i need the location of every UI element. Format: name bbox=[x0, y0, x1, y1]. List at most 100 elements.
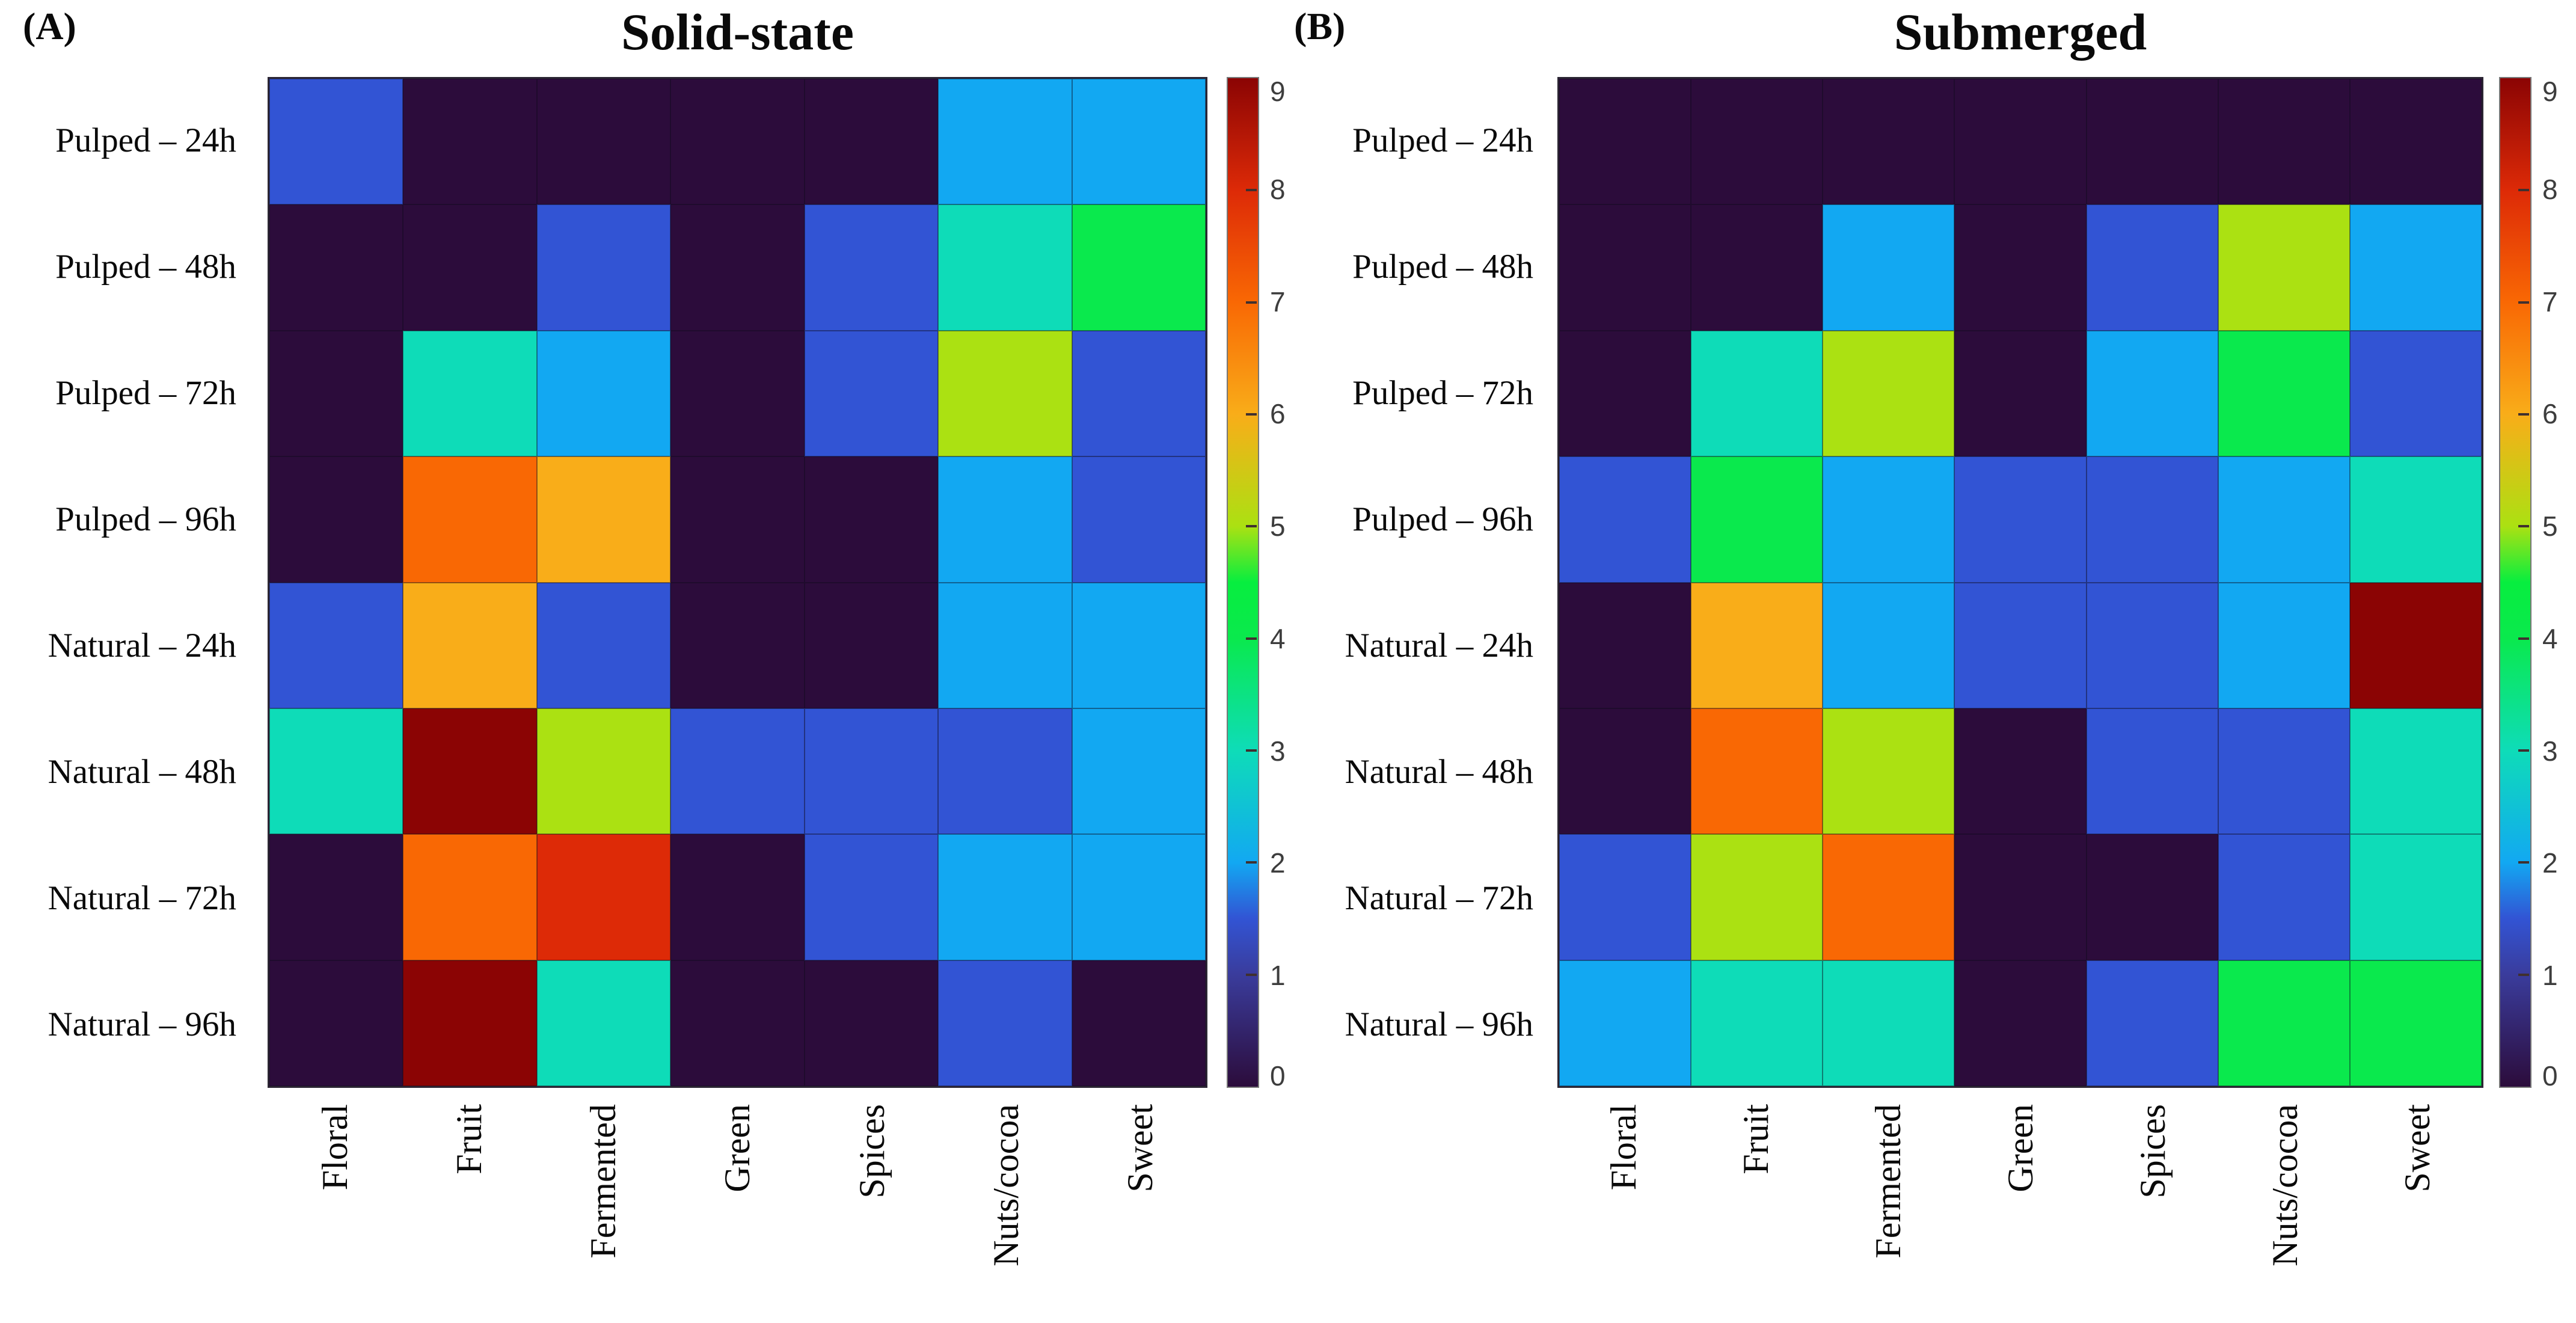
heatmap-cell bbox=[1072, 960, 1206, 1086]
heatmap-cell bbox=[804, 456, 939, 583]
heatmap-cell bbox=[1691, 708, 1823, 835]
heatmap-cell bbox=[269, 960, 403, 1086]
heatmap-cell bbox=[2086, 960, 2218, 1086]
heatmap-cell bbox=[536, 708, 671, 835]
heatmap-cell bbox=[1559, 79, 1691, 205]
heatmap-cell bbox=[1691, 834, 1823, 960]
panel-a-row-labels: Pulped – 24h Pulped – 48h Pulped – 72h Pulp… bbox=[0, 77, 252, 1088]
panel-a-title: Solid-state bbox=[621, 3, 854, 61]
panel-a-heatmap bbox=[268, 77, 1207, 1088]
colorbar-tick-label: 0 bbox=[2542, 1060, 2558, 1091]
heatmap-cell bbox=[804, 79, 939, 205]
heatmap-cell bbox=[2086, 582, 2218, 708]
heatmap-cell bbox=[1072, 834, 1206, 960]
colorbar-tick bbox=[2518, 301, 2529, 304]
heatmap-cell bbox=[670, 834, 805, 960]
column-label: Spices bbox=[851, 1104, 892, 1199]
heatmap-cell bbox=[1691, 204, 1823, 331]
heatmap-cell bbox=[1559, 456, 1691, 583]
heatmap-cell bbox=[670, 708, 805, 835]
heatmap-cell bbox=[1823, 456, 1955, 583]
heatmap-cell bbox=[670, 960, 805, 1086]
heatmap-cell bbox=[403, 708, 537, 835]
heatmap-cell bbox=[2086, 79, 2218, 205]
row-label: Natural – 96h bbox=[1345, 1005, 1533, 1044]
heatmap-cell bbox=[536, 834, 671, 960]
heatmap-cell bbox=[536, 79, 671, 205]
heatmap-cell bbox=[2086, 456, 2218, 583]
panel-b-corner-label: (B) bbox=[1294, 5, 1346, 48]
colorbar-tick bbox=[2518, 413, 2529, 416]
heatmap-cell bbox=[2349, 582, 2482, 708]
colorbar-tick-label: 0 bbox=[1270, 1060, 1286, 1091]
heatmap-cell bbox=[1559, 834, 1691, 960]
heatmap-cell bbox=[2086, 708, 2218, 835]
heatmap-cell bbox=[403, 204, 537, 331]
heatmap-cell bbox=[269, 204, 403, 331]
heatmap-cell bbox=[1823, 79, 1955, 205]
colorbar-tick bbox=[1246, 749, 1257, 752]
heatmap-cell bbox=[2218, 79, 2350, 205]
heatmap-cell bbox=[670, 204, 805, 331]
heatmap-cell bbox=[536, 204, 671, 331]
row-label: Pulped – 72h bbox=[1352, 373, 1533, 412]
heatmap-cell bbox=[1559, 204, 1691, 331]
column-label: Green bbox=[2001, 1104, 2040, 1193]
column-label: Nuts/cocoa bbox=[2265, 1104, 2305, 1266]
colorbar-tick-label: 9 bbox=[2542, 76, 2558, 107]
column-label: Floral bbox=[314, 1104, 355, 1191]
heatmap-cell bbox=[1072, 79, 1206, 205]
row-label: Pulped – 24h bbox=[1352, 121, 1533, 159]
heatmap-cell bbox=[1954, 834, 2087, 960]
colorbar-tick-label: 5 bbox=[2542, 511, 2558, 542]
heatmap-cell bbox=[536, 330, 671, 457]
colorbar-tick bbox=[2518, 749, 2529, 752]
row-label: Pulped – 96h bbox=[1352, 500, 1533, 538]
heatmap-cell bbox=[269, 582, 403, 708]
heatmap-cell bbox=[2086, 330, 2218, 457]
heatmap-cell bbox=[403, 582, 537, 708]
colorbar-tick-label: 1 bbox=[1270, 960, 1286, 992]
heatmap-cell bbox=[804, 330, 939, 457]
heatmap-cell bbox=[938, 456, 1072, 583]
heatmap-cell bbox=[536, 582, 671, 708]
heatmap-cell bbox=[269, 708, 403, 835]
heatmap-cell bbox=[1559, 960, 1691, 1086]
row-label: Natural – 48h bbox=[1345, 753, 1533, 791]
heatmap-cell bbox=[938, 960, 1072, 1086]
colorbar-tick-label: 4 bbox=[1270, 622, 1286, 654]
colorbar-tick-label: 7 bbox=[1270, 286, 1286, 318]
heatmap-cell bbox=[1954, 204, 2087, 331]
heatmap-cell bbox=[1823, 834, 1955, 960]
heatmap-cell bbox=[2086, 834, 2218, 960]
heatmap-cell bbox=[2218, 834, 2350, 960]
colorbar-tick bbox=[1246, 413, 1257, 416]
heatmap-cell bbox=[2218, 582, 2350, 708]
heatmap-cell bbox=[1691, 330, 1823, 457]
column-label: Floral bbox=[1604, 1104, 1643, 1191]
row-label: Natural – 96h bbox=[48, 1005, 236, 1044]
colorbar-tick bbox=[1246, 189, 1257, 192]
heatmap-cell bbox=[269, 79, 403, 205]
colorbar-tick bbox=[1246, 637, 1257, 640]
heatmap-cell bbox=[2218, 204, 2350, 331]
heatmap-cell bbox=[403, 834, 537, 960]
colorbar-tick-label: 3 bbox=[2542, 735, 2558, 767]
heatmap-cell bbox=[2218, 960, 2350, 1086]
heatmap-cell bbox=[1954, 456, 2087, 583]
heatmap-cell bbox=[938, 582, 1072, 708]
row-label: Natural – 24h bbox=[1345, 627, 1533, 665]
colorbar-tick bbox=[1246, 861, 1257, 864]
heatmap-cell bbox=[1072, 708, 1206, 835]
column-label: Nuts/cocoa bbox=[986, 1104, 1026, 1266]
heatmap-cell bbox=[1823, 330, 1955, 457]
colorbar-tick bbox=[2518, 189, 2529, 192]
panel-b-colorbar bbox=[2499, 77, 2532, 1088]
column-label: Spices bbox=[2133, 1104, 2173, 1199]
panel-a-colorbar bbox=[1227, 77, 1259, 1088]
heatmap-cell bbox=[2086, 204, 2218, 331]
heatmap-cell bbox=[1072, 204, 1206, 331]
heatmap-cell bbox=[2218, 708, 2350, 835]
panel-b-row-labels: Pulped – 24h Pulped – 48h Pulped – 72h Pulp… bbox=[1293, 77, 1549, 1088]
